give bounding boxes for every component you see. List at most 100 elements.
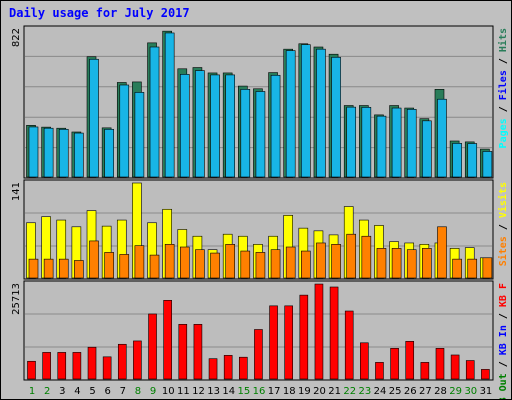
day-label: 3 <box>59 386 65 397</box>
day-label: 16 <box>253 386 266 397</box>
bar-sites <box>89 240 99 279</box>
bar-sites <box>467 258 478 279</box>
bar-files <box>28 126 39 178</box>
bar-files <box>89 58 99 178</box>
day-label: 15 <box>238 386 251 397</box>
bar-sites <box>255 252 266 279</box>
bar-sites <box>119 254 130 279</box>
legend-item: KB F <box>498 283 509 307</box>
bar-files <box>164 32 175 178</box>
bar-files <box>179 74 190 178</box>
max-label-top: 822 <box>11 28 22 47</box>
bar-sites <box>316 242 326 279</box>
bar-files <box>210 74 220 178</box>
bar-files <box>104 128 114 178</box>
legend-item: Hits <box>497 28 509 52</box>
bar-kbf <box>284 305 293 380</box>
bar-kbf <box>269 305 278 380</box>
bar-kbf <box>360 342 369 380</box>
day-label: 25 <box>389 386 402 397</box>
bar-sites <box>164 244 175 279</box>
day-label: 20 <box>313 386 326 397</box>
bar-sites <box>285 246 296 279</box>
legend-item: Visits <box>497 182 509 218</box>
bar-files <box>316 48 326 178</box>
bar-sites <box>134 245 145 279</box>
bar-sites <box>422 248 432 279</box>
bar-sites <box>28 258 39 279</box>
day-label: 9 <box>150 386 156 397</box>
chart-title: Daily usage for July 2017 <box>9 6 190 20</box>
bar-kbf <box>390 348 399 380</box>
bar-sites <box>406 249 417 279</box>
day-label: 27 <box>419 386 432 397</box>
day-label: 19 <box>298 386 311 397</box>
bar-kbf <box>102 356 112 380</box>
day-label: 14 <box>222 386 235 397</box>
legend-item: Files <box>497 70 509 100</box>
bar-sites <box>452 258 462 279</box>
day-label: 18 <box>283 386 296 397</box>
bar-kbf <box>344 310 354 380</box>
bar-kbf <box>178 324 188 380</box>
legend-item: Sites <box>497 236 509 266</box>
bar-kbf <box>163 300 172 380</box>
bar-sites <box>210 252 220 279</box>
bar-kbf <box>133 340 142 380</box>
bar-kbf <box>117 343 127 380</box>
day-label: 17 <box>268 386 281 397</box>
legend-item: Pages <box>498 118 509 148</box>
bar-sites <box>179 246 190 279</box>
bar-sites <box>482 257 493 279</box>
bar-files <box>270 74 281 178</box>
bar-files <box>43 127 54 178</box>
bar-files <box>149 46 160 178</box>
bar-sites <box>361 235 372 279</box>
bar-sites <box>74 260 84 279</box>
bar-kbf <box>405 341 415 380</box>
bar-kbf <box>148 313 157 380</box>
bar-files <box>285 50 296 178</box>
bar-sites <box>43 258 54 279</box>
day-label: 10 <box>162 386 175 397</box>
legend-bottom: KB Out / KB In / KB F <box>498 283 509 399</box>
bar-sites <box>58 258 69 279</box>
day-label: 30 <box>464 386 477 397</box>
bar-files <box>74 132 84 178</box>
day-label: 7 <box>120 386 126 397</box>
bar-sites <box>376 248 387 279</box>
bar-sites <box>240 250 251 279</box>
bar-files <box>134 92 145 178</box>
bar-files <box>119 84 130 178</box>
bar-kbf <box>420 362 430 380</box>
legend-item: KB Out <box>498 373 509 399</box>
bar-kbf <box>375 362 384 380</box>
legend-top: Pages / Files / Hits <box>497 28 509 148</box>
bar-files <box>467 143 478 178</box>
day-label: 6 <box>105 386 111 397</box>
bar-sites <box>104 252 114 279</box>
bar-kbf <box>72 352 82 380</box>
bar-sites <box>270 249 281 279</box>
day-label: 12 <box>192 386 205 397</box>
bar-sites <box>225 244 235 279</box>
bar-sites <box>149 254 160 279</box>
day-label: 24 <box>374 386 387 397</box>
day-label: 8 <box>135 386 141 397</box>
bar-files <box>406 109 417 178</box>
bar-kbf <box>329 286 339 380</box>
day-label: 5 <box>89 386 95 397</box>
bar-files <box>452 143 462 178</box>
bar-kbf <box>254 329 263 380</box>
max-label-middle: 141 <box>11 182 22 201</box>
bar-files <box>422 120 432 178</box>
bar-kbf <box>87 346 97 380</box>
legend-item: KB In <box>498 325 509 355</box>
bar-files <box>482 151 493 178</box>
bar-files <box>240 89 251 178</box>
bar-files <box>225 74 235 178</box>
day-label: 28 <box>434 386 447 397</box>
bar-kbf <box>314 283 324 380</box>
bar-files <box>195 70 205 178</box>
bar-kbf <box>299 294 309 380</box>
